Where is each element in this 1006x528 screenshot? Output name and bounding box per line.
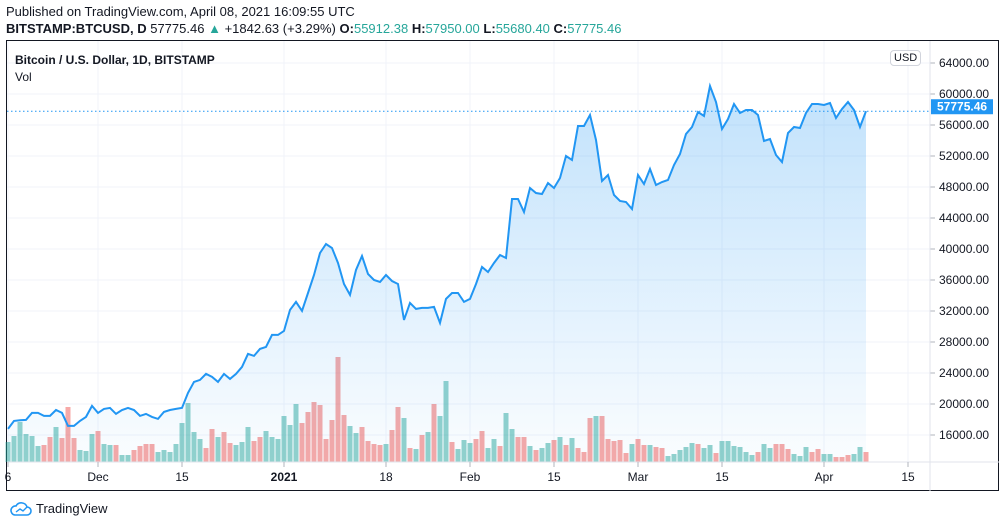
triangle-up-icon: ▲ (208, 21, 221, 36)
x-tick-label: 2021 (271, 470, 298, 484)
tradingview-logo[interactable]: TradingView (10, 501, 108, 516)
y-tick-label: 52000.00 (939, 149, 989, 163)
y-tick-label: 40000.00 (939, 242, 989, 256)
close-value: 57775.46 (567, 21, 622, 36)
price-axis: 16000.00 20000.00 24000.00 28000.00 32000.00… (929, 41, 989, 491)
currency-badge[interactable]: USD (890, 50, 922, 66)
published-note: Published on TradingView.com, April 08, … (6, 4, 355, 19)
y-tick-label: 44000.00 (939, 211, 989, 225)
high-value: 57950.00 (425, 21, 480, 36)
tradingview-cloud-icon (10, 501, 32, 516)
price-line (7, 82, 867, 430)
y-tick-label: 24000.00 (939, 366, 989, 380)
y-tick-label: 32000.00 (939, 304, 989, 318)
y-tick-label: 28000.00 (939, 335, 989, 349)
price-change: +1842.63 (+3.29%) (224, 21, 336, 36)
low-value: 55680.40 (495, 21, 550, 36)
open-label: O: (339, 21, 354, 36)
x-tick-label: 15 (547, 470, 561, 484)
x-tick-label: 15 (715, 470, 729, 484)
open-value: 55912.38 (353, 21, 409, 36)
x-tick-label: Apr (815, 470, 834, 484)
y-tick-label: 56000.00 (939, 118, 989, 132)
price-area (8, 86, 866, 462)
last-price-label: 57775.46 (931, 99, 993, 115)
x-tick-label: Feb (460, 470, 481, 484)
chart-frame (6, 40, 999, 491)
x-tick-label: 18 (379, 470, 393, 484)
last-price: 57775.46 (150, 21, 205, 36)
time-axis: 6 Dec 15 2021 18 Feb 15 Mar 15 Apr 15 (5, 461, 999, 484)
y-tick-label: 36000.00 (939, 273, 989, 287)
y-tick-label: 60000.00 (939, 87, 989, 101)
legend-volume[interactable]: Vol (15, 70, 32, 84)
y-tick-label: 48000.00 (939, 180, 989, 194)
y-tick-label: 16000.00 (939, 428, 989, 442)
y-tick-label: 20000.00 (939, 397, 989, 411)
x-tick-label: Dec (87, 470, 108, 484)
last-price-text: 57775.46 (937, 100, 987, 114)
close-label: C: (553, 21, 568, 36)
x-tick-label: 6 (5, 470, 12, 484)
ohlc-bar: BITSTAMP:BTCUSD, D 57775.46 ▲ +1842.63 (… (6, 21, 622, 36)
y-tick-label: 64000.00 (939, 56, 989, 70)
x-tick-label: 15 (175, 470, 189, 484)
low-label: L: (483, 21, 496, 36)
brand-name: TradingView (36, 501, 108, 516)
x-tick-label: Mar (628, 470, 649, 484)
high-label: H: (411, 21, 426, 36)
x-tick-label: 15 (901, 470, 915, 484)
symbol: BITSTAMP:BTCUSD, D (6, 21, 147, 36)
legend-title[interactable]: Bitcoin / U.S. Dollar, 1D, BITSTAMP (15, 53, 215, 67)
